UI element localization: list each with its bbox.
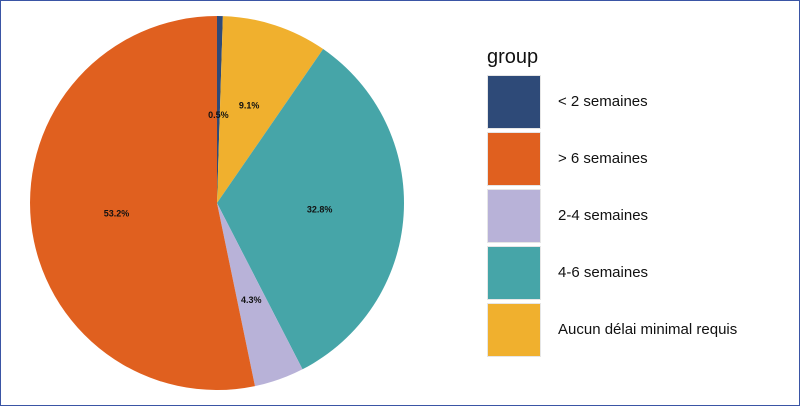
legend-label: < 2 semaines bbox=[558, 93, 648, 110]
pie-slices bbox=[30, 15, 405, 390]
legend-label: Aucun délai minimal requis bbox=[558, 321, 738, 338]
legend-item-aucun-d-lai-minimal-requis: Aucun délai minimal requis bbox=[487, 301, 737, 358]
legend-swatch bbox=[487, 302, 541, 357]
legend-items: < 2 semaines > 6 semaines 2-4 semaines 4-6 … bbox=[487, 73, 737, 358]
slice-label-2-semaines: 0.5% bbox=[208, 110, 229, 120]
slice-label-4-6-semaines: 32.8% bbox=[307, 205, 333, 215]
pie-slice-aucun-d-lai-minimal-requis bbox=[217, 16, 324, 204]
legend-item-4-6-semaines: 4-6 semaines bbox=[487, 244, 737, 301]
legend-title: group bbox=[487, 46, 539, 68]
legend-swatch bbox=[487, 245, 541, 300]
legend-item-2-4-semaines: 2-4 semaines bbox=[487, 187, 737, 244]
legend-label: 4-6 semaines bbox=[558, 264, 649, 281]
pie-slice-2-semaines bbox=[217, 15, 223, 203]
slice-label-2-4-semaines: 4.3% bbox=[241, 295, 262, 305]
legend-item-2-semaines: < 2 semaines bbox=[487, 73, 737, 130]
pie-slice-4-6-semaines bbox=[217, 49, 405, 370]
legend-item-6-semaines: > 6 semaines bbox=[487, 130, 737, 187]
slice-label-aucun-d-lai-minimal-requis: 9.1% bbox=[239, 100, 260, 110]
legend-swatch bbox=[487, 74, 541, 129]
pie-slice-2-4-semaines bbox=[217, 203, 303, 387]
slice-label-6-semaines: 53.2% bbox=[104, 208, 130, 218]
legend-swatch bbox=[487, 131, 541, 186]
legend: group < 2 semaines > 6 semaines 2-4 semain… bbox=[487, 41, 737, 358]
legend-label: 2-4 semaines bbox=[558, 207, 649, 224]
legend-label: > 6 semaines bbox=[558, 150, 648, 167]
legend-swatch bbox=[487, 188, 541, 243]
pie-slice-6-semaines bbox=[30, 16, 255, 390]
pie-slice-labels: 0.5% 9.1% 32.8% 4.3% 53.2% bbox=[104, 100, 333, 305]
